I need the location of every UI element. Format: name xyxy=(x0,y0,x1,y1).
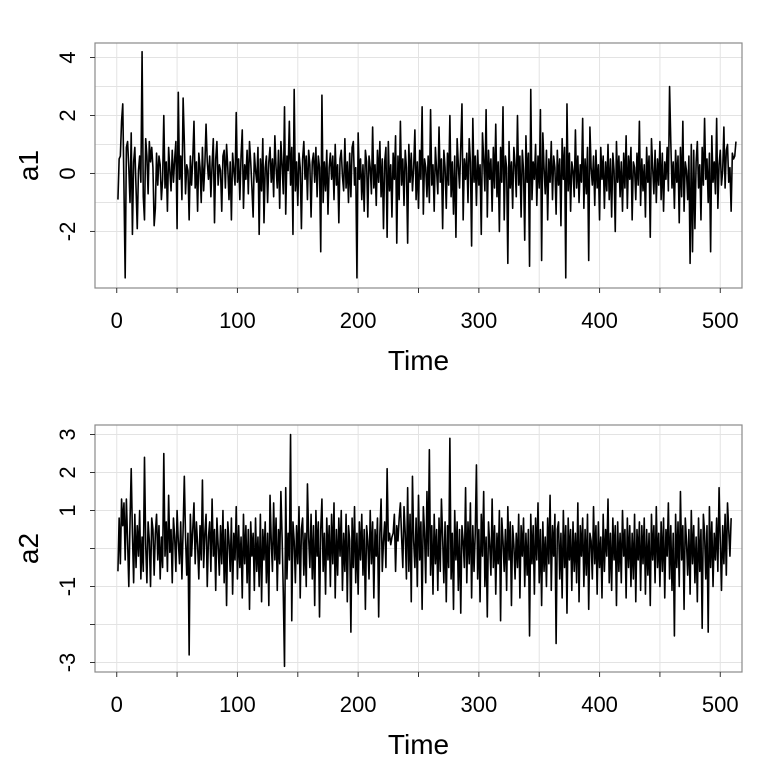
y-tick-label: 2 xyxy=(55,466,80,478)
x-tick-label: 200 xyxy=(340,692,377,717)
x-tick-label: 400 xyxy=(581,308,618,333)
x-tick-label: 400 xyxy=(581,692,618,717)
x-tick-label: 500 xyxy=(702,692,739,717)
y-tick-label: -3 xyxy=(55,653,80,673)
x-tick-label: 500 xyxy=(702,308,739,333)
y-tick-label: 0 xyxy=(55,167,80,179)
series-line-0 xyxy=(117,50,737,279)
x-tick-label: 0 xyxy=(111,692,123,717)
x-tick-label: 200 xyxy=(340,308,377,333)
y-tick-label: -1 xyxy=(55,577,80,597)
plot-a1: 0 100 200 300 400 500 -2 0 2 4 Time a1 xyxy=(13,42,743,376)
y-axis-title: a1 xyxy=(13,150,44,181)
y-tick-label: 1 xyxy=(55,504,80,516)
x-axis-title: Time xyxy=(388,729,449,760)
x-axis-title: Time xyxy=(388,345,449,376)
x-tick-label: 300 xyxy=(460,308,497,333)
plot-a2: 0 100 200 300 400 500 -3 -1 1 2 3 Time a2 xyxy=(13,424,743,760)
x-tick-label: 300 xyxy=(460,692,497,717)
x-tick-label: 100 xyxy=(219,308,256,333)
series-line-0 xyxy=(117,433,732,668)
x-tick-label: 0 xyxy=(111,308,123,333)
x-tick-label: 100 xyxy=(219,692,256,717)
y-tick-label: 2 xyxy=(55,109,80,121)
y-tick-label: 4 xyxy=(55,51,80,63)
y-tick-label: 3 xyxy=(55,428,80,440)
y-axis-title: a2 xyxy=(13,533,44,564)
y-tick-label: -2 xyxy=(55,222,80,242)
